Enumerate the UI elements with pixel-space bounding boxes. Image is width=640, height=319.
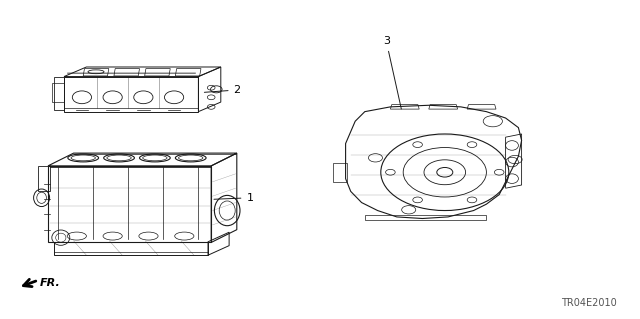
Text: FR.: FR.: [40, 278, 60, 288]
Text: TR04E2010: TR04E2010: [561, 298, 617, 308]
Text: 2: 2: [204, 85, 241, 95]
Text: 3: 3: [383, 36, 401, 109]
Text: 1: 1: [214, 193, 253, 203]
